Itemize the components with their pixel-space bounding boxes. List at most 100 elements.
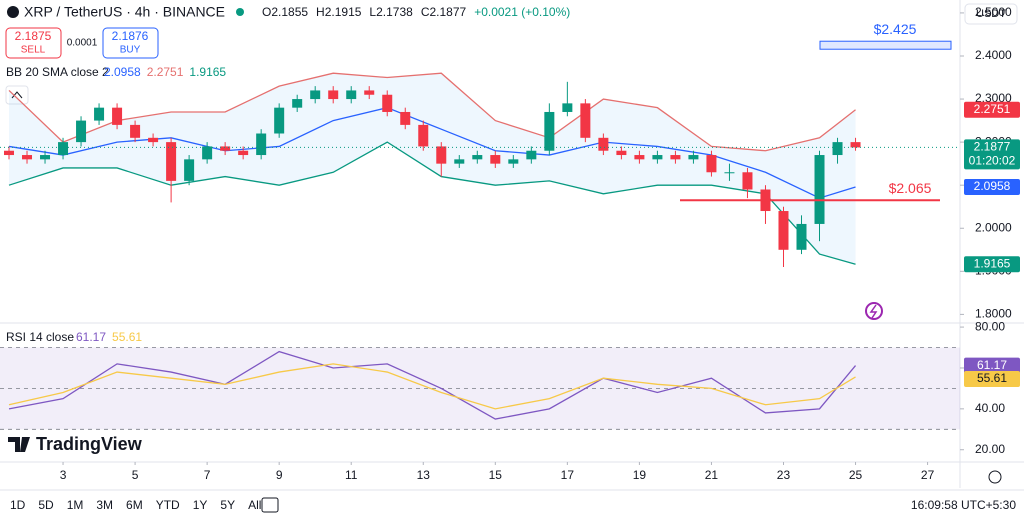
bb-fill xyxy=(9,73,856,265)
spread: 0.0001 xyxy=(67,38,98,49)
buy-label[interactable]: BUY xyxy=(120,45,141,56)
price-tag-label: 2.1877 xyxy=(974,140,1011,154)
lower-tag-label: 1.9165 xyxy=(974,256,1011,270)
candle-body xyxy=(652,155,663,160)
sell-label[interactable]: SELL xyxy=(21,45,46,56)
rsi-ma-tag xyxy=(964,370,1020,387)
candle-body xyxy=(346,90,357,100)
upper-tag xyxy=(964,101,1020,118)
candle-body xyxy=(328,90,339,100)
candle-body xyxy=(832,142,843,156)
basis-tag xyxy=(964,178,1020,195)
candle-body xyxy=(364,90,375,95)
candle-body xyxy=(4,150,15,156)
rsi-tag-label: 61.17 xyxy=(977,358,1007,372)
x-tick-label: 25 xyxy=(849,468,863,482)
ohlc-value: +0.0021 (+0.10%) xyxy=(474,5,570,19)
candle-body xyxy=(562,103,573,112)
x-tick-label: 21 xyxy=(705,468,719,482)
candle-body xyxy=(130,124,141,138)
alert-icon[interactable] xyxy=(865,302,883,320)
y-tick-label: 1.8000 xyxy=(975,307,1012,321)
status-dot xyxy=(236,8,244,16)
rsi-legend: RSI 14 close xyxy=(6,330,74,344)
candle-body xyxy=(94,107,105,121)
candle-body xyxy=(292,99,303,108)
candle-body xyxy=(688,155,699,160)
settings-icon[interactable] xyxy=(988,470,1002,484)
price-tag-timer: 01:20:02 xyxy=(969,154,1016,168)
candle-body xyxy=(220,146,231,151)
logo: TradingView xyxy=(36,434,143,454)
candle-body xyxy=(274,107,285,134)
candle-body xyxy=(382,94,393,112)
ohlc-value: C2.1877 xyxy=(421,5,467,19)
candle-body xyxy=(814,155,825,224)
sell-price[interactable]: 2.1875 xyxy=(15,29,52,43)
ohlc-value: H2.1915 xyxy=(316,5,362,19)
candle-body xyxy=(616,150,627,156)
candle-body xyxy=(22,155,33,160)
x-tick-label: 11 xyxy=(345,468,358,482)
ohlc-value: O2.1855 xyxy=(262,5,308,19)
target-label: $2.425 xyxy=(874,21,917,37)
logo-icon xyxy=(8,437,30,452)
candle-body xyxy=(850,142,861,148)
candle-body xyxy=(544,111,555,151)
x-tick-label: 19 xyxy=(633,468,647,482)
range-button[interactable]: 5Y xyxy=(220,498,235,512)
candle-body xyxy=(490,155,501,164)
range-button[interactable]: 5D xyxy=(38,498,54,512)
range-button[interactable]: 1M xyxy=(67,498,84,512)
currency-button[interactable] xyxy=(964,3,1018,25)
target-box xyxy=(819,40,952,50)
candle-body xyxy=(58,142,69,156)
x-tick-label: 5 xyxy=(132,468,139,482)
candle-body xyxy=(310,90,321,100)
range-button[interactable]: All xyxy=(248,498,261,512)
range-button[interactable]: 1Y xyxy=(193,498,208,512)
candle-body xyxy=(724,172,735,174)
candle-body xyxy=(166,142,177,181)
y-tick-label: 2.5000 xyxy=(975,5,1012,19)
x-tick-label: 3 xyxy=(60,468,67,482)
calendar-icon[interactable] xyxy=(261,497,279,513)
candle-body xyxy=(634,155,645,160)
y-tick-label: 2.0000 xyxy=(975,220,1012,234)
lower-tag xyxy=(964,256,1020,273)
candle-body xyxy=(598,137,609,151)
x-tick-label: 9 xyxy=(276,468,283,482)
range-button[interactable]: 3M xyxy=(96,498,113,512)
candle-body xyxy=(670,155,681,160)
rsi-tick-label: 20.00 xyxy=(975,442,1005,456)
collapse-icon xyxy=(11,91,23,99)
bb-value: 2.2751 xyxy=(147,65,184,79)
candle-body xyxy=(508,159,519,164)
range-button[interactable]: 6M xyxy=(126,498,143,512)
rsi-ma-tag-label: 55.61 xyxy=(977,371,1007,385)
rsi-value: 61.17 xyxy=(76,330,106,344)
range-button[interactable]: YTD xyxy=(156,498,180,512)
collapse-button[interactable] xyxy=(5,85,29,105)
range-button[interactable]: 1D xyxy=(10,498,26,512)
candle-body xyxy=(184,159,195,181)
buy-button[interactable] xyxy=(102,27,159,59)
currency[interactable]: USDT xyxy=(976,8,1006,20)
candle-body xyxy=(706,155,717,173)
indicator-line xyxy=(8,72,856,152)
candle-body xyxy=(256,133,267,156)
x-tick-label: 13 xyxy=(417,468,431,482)
rsi-tag xyxy=(964,357,1020,374)
candle-body xyxy=(40,155,51,160)
x-tick-label: 7 xyxy=(204,468,211,482)
ohlc-value: L2.1738 xyxy=(369,5,413,19)
candle-body xyxy=(400,111,411,125)
candle-body xyxy=(526,150,537,160)
bb-value: 1.9165 xyxy=(189,65,226,79)
sell-button[interactable] xyxy=(5,27,62,59)
candle-body xyxy=(148,137,159,143)
rsi-tick-label: 40.00 xyxy=(975,401,1005,415)
alert-bolt xyxy=(869,304,878,319)
buy-price[interactable]: 2.1876 xyxy=(112,29,149,43)
